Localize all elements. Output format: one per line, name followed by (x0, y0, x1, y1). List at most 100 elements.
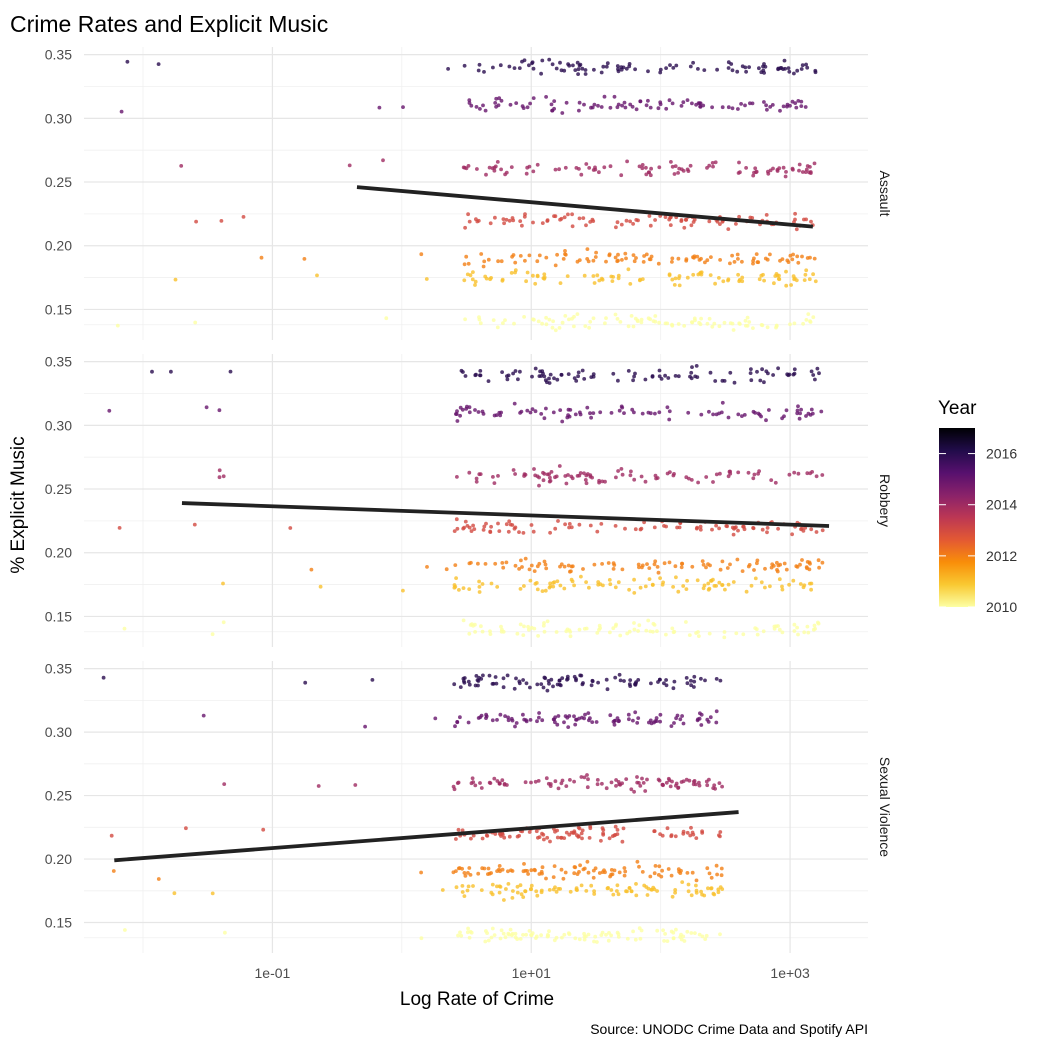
data-point (562, 720, 566, 725)
data-point (462, 63, 467, 68)
data-point (527, 567, 532, 572)
data-point (192, 522, 197, 527)
data-point (762, 100, 766, 104)
data-point (480, 582, 485, 586)
data-point (542, 837, 546, 842)
data-point (466, 926, 470, 931)
data-point (222, 782, 227, 786)
data-point (792, 629, 797, 633)
data-point (544, 322, 549, 327)
data-point (805, 624, 810, 629)
data-point (811, 315, 816, 320)
data-point (454, 576, 458, 580)
data-point (589, 683, 594, 688)
data-point (580, 66, 585, 71)
data-point (814, 530, 819, 534)
data-point (466, 720, 471, 725)
data-point (771, 166, 775, 171)
data-point (607, 836, 612, 841)
data-point (548, 581, 552, 586)
data-point (604, 259, 608, 264)
data-point (670, 277, 675, 282)
data-point (803, 272, 808, 277)
data-point (686, 410, 691, 415)
data-point (649, 254, 654, 259)
data-point (460, 828, 465, 833)
data-point (685, 830, 690, 835)
data-point (508, 927, 513, 932)
data-point (805, 471, 810, 476)
data-point (612, 94, 617, 99)
data-point (501, 931, 506, 936)
data-point (681, 169, 686, 173)
data-point (535, 719, 539, 724)
data-point (470, 776, 475, 781)
data-point (522, 862, 526, 866)
data-point (765, 325, 770, 330)
data-point (558, 281, 563, 285)
data-point (694, 878, 699, 883)
data-point (734, 631, 739, 636)
data-point (701, 562, 706, 567)
data-point (622, 873, 627, 878)
data-point (786, 66, 791, 70)
data-point (617, 870, 622, 875)
data-point (535, 273, 540, 278)
data-point (588, 474, 593, 479)
data-point (455, 526, 460, 531)
data-point (648, 105, 653, 110)
data-point (638, 784, 643, 788)
data-point (570, 224, 575, 229)
data-point (574, 887, 579, 892)
data-point (792, 321, 797, 326)
data-point (685, 98, 690, 102)
data-point (796, 260, 801, 265)
data-point (589, 415, 593, 420)
data-point (593, 866, 598, 871)
data-point (217, 475, 222, 480)
data-point (470, 277, 475, 282)
data-point (452, 583, 457, 587)
data-point (514, 721, 519, 725)
data-point (119, 109, 124, 114)
data-point (527, 627, 531, 632)
data-point (528, 718, 533, 722)
data-point (473, 783, 478, 788)
data-point (516, 377, 520, 382)
data-point (669, 873, 674, 878)
data-point (620, 567, 625, 572)
data-point (567, 932, 572, 937)
data-point (625, 936, 630, 941)
data-point (490, 926, 495, 931)
data-point (694, 890, 699, 895)
data-point (618, 678, 623, 683)
data-point (468, 873, 473, 877)
data-point (764, 213, 769, 217)
data-point (497, 96, 502, 101)
data-point (591, 168, 596, 172)
data-point (805, 566, 809, 571)
data-point (501, 565, 506, 570)
data-point (736, 272, 740, 277)
data-point (491, 318, 496, 322)
data-point (503, 714, 507, 718)
data-point (610, 872, 615, 877)
data-point (513, 931, 518, 936)
data-point (640, 277, 645, 281)
data-point (534, 934, 539, 939)
data-point (542, 272, 547, 277)
data-point (576, 67, 581, 72)
data-point (677, 525, 682, 530)
data-point (541, 685, 546, 690)
data-point (613, 624, 618, 628)
data-point (619, 173, 624, 178)
data-point (201, 713, 206, 718)
data-point (772, 281, 776, 286)
data-point (601, 64, 606, 69)
data-point (709, 579, 714, 583)
data-point (524, 279, 528, 284)
data-point (567, 628, 572, 633)
data-point (587, 325, 591, 330)
facet-panel-sexual-violence (84, 661, 868, 953)
data-point (462, 680, 467, 685)
